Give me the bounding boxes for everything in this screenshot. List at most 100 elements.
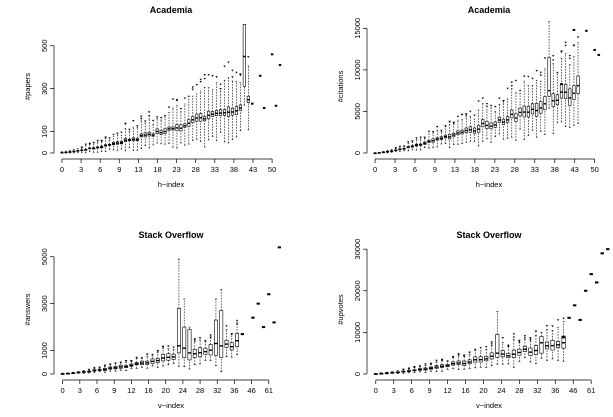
box-outlier: [502, 100, 505, 102]
box-29: [213, 298, 218, 367]
x-tick-label: 33: [531, 165, 539, 174]
chart-panel-2: Academia 0 5000 10000 15000 #citations 0 3 6 9 13 1…: [336, 5, 601, 189]
box-outlier: [92, 141, 95, 144]
box-outlier: [462, 354, 466, 357]
box-outlier: [518, 89, 522, 92]
chart-title: Academia: [468, 5, 512, 15]
x-tick-label: 12: [443, 386, 451, 395]
box-17: [467, 351, 472, 369]
x-tick-label: 3: [392, 386, 396, 395]
box-outlier: [215, 76, 218, 78]
box-outlier: [501, 337, 505, 339]
box-outlier: [235, 319, 239, 322]
box-41: [222, 65, 227, 143]
box-outlier: [175, 98, 179, 101]
box-outlier: [440, 129, 443, 132]
box-12: [440, 358, 445, 372]
x-tick-label: 23: [172, 165, 180, 174]
singleton-mark: [585, 29, 588, 32]
box-26: [198, 337, 203, 365]
box-30: [219, 289, 224, 372]
x-axis-label: v−index: [476, 401, 502, 410]
box-16: [462, 354, 467, 370]
box-24: [155, 116, 159, 144]
box-outlier: [132, 120, 135, 122]
box-outlier: [423, 136, 426, 139]
box-32: [550, 325, 555, 360]
x-tick-label: 46: [247, 386, 255, 395]
box-outlier: [568, 57, 571, 60]
box-outlier: [120, 131, 123, 134]
box-outlier: [230, 332, 233, 335]
box-28: [208, 334, 213, 362]
x-tick-label: 28: [192, 165, 200, 174]
box-outlier: [473, 114, 476, 117]
box-body: [539, 336, 544, 354]
box-17: [150, 353, 155, 367]
singleton-mark: [278, 64, 282, 67]
singleton-mark: [593, 48, 596, 51]
box-9: [410, 140, 414, 151]
box-8: [406, 141, 410, 152]
box-31: [544, 325, 550, 361]
box-outlier: [446, 360, 449, 363]
singleton-mark: [251, 316, 255, 319]
box-outlier: [411, 140, 414, 143]
x-tick-label: 38: [230, 165, 238, 174]
box-31: [501, 100, 506, 140]
box-15: [456, 353, 461, 370]
box-32: [187, 95, 191, 145]
box-body: [176, 308, 181, 354]
box-1: [64, 150, 68, 154]
x-tick-label: 38: [551, 165, 559, 174]
box-38: [530, 77, 535, 131]
box-18: [473, 348, 478, 369]
box-outlier: [235, 322, 239, 325]
box-outlier: [407, 368, 411, 370]
singleton-mark: [274, 104, 278, 107]
box-0: [373, 373, 378, 375]
y-tick-label: 0: [353, 151, 362, 155]
box-14: [134, 356, 139, 369]
box-outlier: [468, 351, 471, 354]
box-outlier: [552, 59, 555, 62]
y-axis-label: #citations: [336, 70, 345, 102]
box-43: [551, 55, 555, 135]
x-tick-label: 36: [551, 386, 559, 395]
box-10: [113, 362, 118, 372]
box-9: [108, 363, 113, 372]
box-outlier: [556, 319, 560, 322]
box-outlier: [223, 65, 226, 68]
box-outlier: [494, 105, 497, 108]
box-16: [145, 353, 150, 369]
y-tick-label: 300: [40, 82, 49, 95]
box-body: [568, 88, 572, 106]
box-outlier: [179, 107, 183, 110]
box-33: [235, 319, 240, 355]
box-6: [406, 367, 411, 374]
box-32: [506, 87, 510, 139]
x-tick-label: 0: [61, 386, 65, 395]
box-32: [229, 332, 234, 358]
box-outlier: [193, 338, 196, 340]
box-22: [495, 311, 500, 365]
box-2: [71, 371, 76, 375]
box-outlier: [512, 336, 516, 339]
box-48: [572, 44, 576, 126]
singleton-mark: [567, 316, 571, 319]
box-outlier: [531, 77, 534, 80]
box-23: [151, 119, 155, 146]
x-tick-label: 28: [196, 386, 204, 395]
box-outlier: [239, 74, 242, 77]
box-4: [76, 148, 80, 154]
box-33: [556, 319, 561, 361]
box-body: [213, 319, 218, 356]
x-tick-label: 46: [569, 386, 577, 395]
box-outlier: [140, 357, 144, 359]
x-tick-label: 28: [515, 386, 523, 395]
box-body: [187, 329, 192, 361]
box-15: [435, 126, 439, 148]
box-5: [80, 146, 84, 153]
box-outlier: [424, 363, 427, 366]
